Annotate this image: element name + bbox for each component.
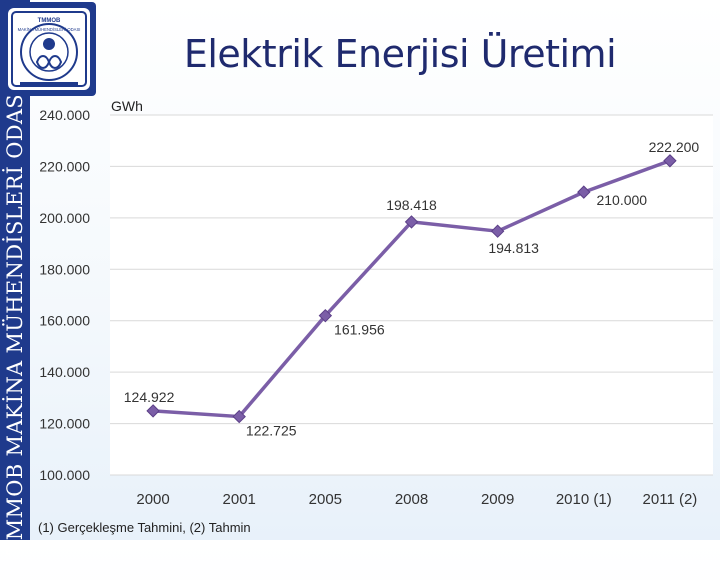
- data-label: 222.200: [649, 139, 700, 155]
- x-tick-label: 2005: [309, 491, 342, 508]
- plot-area: [110, 115, 713, 475]
- y-tick-label: 240.000: [39, 107, 90, 123]
- logo-top-text: TMMOB: [38, 18, 61, 24]
- x-tick-label: 2000: [136, 491, 169, 508]
- x-tick-label: 2001: [223, 491, 256, 508]
- y-tick-label: 180.000: [39, 261, 90, 277]
- data-label: 198.418: [386, 197, 437, 213]
- y-tick-label: 140.000: [39, 364, 90, 380]
- y-tick-label: 200.000: [39, 210, 90, 226]
- organization-logo: TMMOB MAKİNA MÜHENDİSLERİ ODASI: [2, 2, 96, 96]
- series-production: [146, 154, 677, 424]
- x-tick-label: 2009: [481, 491, 514, 508]
- footnote: (1) Gerçekleşme Tahmini, (2) Tahmin: [38, 520, 251, 535]
- y-tick-label: 160.000: [39, 313, 90, 329]
- slide-title: Elektrik Enerjisi Üretimi: [183, 32, 617, 76]
- logo-ring-text: MAKİNA MÜHENDİSLERİ ODASI: [18, 27, 81, 32]
- data-label: 210.000: [596, 192, 647, 208]
- y-unit-label: GWh: [111, 98, 143, 114]
- x-tick-label: 2010 (1): [556, 491, 612, 508]
- data-point: [146, 404, 160, 418]
- y-axis: 100.000 120.000 140.000 160.000 180.000 200.0…: [39, 107, 90, 483]
- data-labels: 124.922 122.725 161.956 198.418 194.813 210.0…: [124, 139, 700, 439]
- data-label: 161.956: [334, 322, 385, 338]
- data-label: 124.922: [124, 389, 175, 405]
- x-axis: 2000 2001 2005 2008 2009 2010 (1) 2011 (2): [136, 491, 697, 508]
- y-tick-label: 220.000: [39, 158, 90, 174]
- data-label: 122.725: [246, 423, 297, 439]
- data-point: [490, 224, 505, 238]
- data-point: [663, 154, 677, 168]
- line-chart: 100.000 120.000 140.000 160.000 180.000 200.0…: [39, 98, 713, 508]
- data-point: [577, 185, 591, 199]
- data-point: [404, 215, 419, 229]
- y-tick-label: 100.000: [39, 467, 90, 483]
- data-label: 194.813: [488, 240, 539, 256]
- grid-lines: [110, 114, 713, 476]
- data-point: [232, 409, 246, 424]
- x-tick-label: 2008: [395, 491, 428, 508]
- data-point: [318, 308, 333, 323]
- x-tick-label: 2011 (2): [643, 491, 698, 508]
- y-tick-label: 120.000: [39, 416, 90, 432]
- logo-emblem: TMMOB MAKİNA MÜHENDİSLERİ ODASI: [8, 8, 90, 90]
